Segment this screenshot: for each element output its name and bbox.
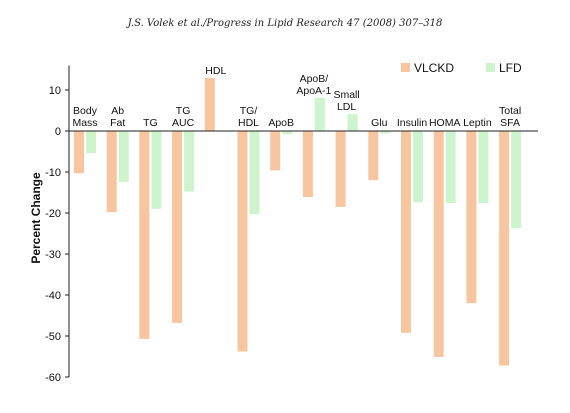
category-label: HDL xyxy=(205,65,226,77)
legend: VLCKD LFD xyxy=(401,61,522,75)
bar-vlckd xyxy=(74,131,84,174)
category-label: Glu xyxy=(371,117,388,129)
category-label-line: Insulin xyxy=(397,117,428,129)
bar-lfd xyxy=(347,114,358,131)
bar-vlckd xyxy=(335,131,346,207)
bar-lfd xyxy=(184,131,195,192)
bar-lfd xyxy=(282,131,293,135)
category-label: ApoB/ApoA-1 xyxy=(296,73,331,97)
category-label-line: Ab xyxy=(111,105,124,117)
bar-lfd xyxy=(478,131,489,204)
category-label: Total SFA xyxy=(499,105,521,129)
bar-vlckd xyxy=(139,131,150,339)
bar-lfd xyxy=(380,131,391,134)
legend-label-vlckd: VLCKD xyxy=(414,61,454,75)
category-label-line: TG/ xyxy=(240,105,258,117)
bar-lfd xyxy=(151,131,162,209)
category-label: TG AUC xyxy=(172,105,195,129)
category-label-line: Glu xyxy=(371,117,388,129)
category-label: Leptin xyxy=(463,117,492,129)
y-tick-label: -10 xyxy=(45,167,61,179)
category-label-line: HDL xyxy=(205,65,226,77)
category-label-line: ApoA-1 xyxy=(296,85,331,97)
category-label-line: LDL xyxy=(337,101,356,113)
category-label: HOMA xyxy=(429,117,461,129)
category-label-line: SFA xyxy=(500,117,520,129)
journal-header: J.S. Volek et al./Progress in Lipid Rese… xyxy=(127,18,443,29)
category-label-line: Total xyxy=(499,105,521,117)
category-label: TG/HDL xyxy=(238,105,259,129)
bar-vlckd xyxy=(302,131,313,198)
y-tick-label: 0 xyxy=(55,126,61,138)
category-label-line: Leptin xyxy=(463,117,492,129)
bar-vlckd xyxy=(204,78,215,131)
legend-label-lfd: LFD xyxy=(499,61,522,75)
bar-vlckd xyxy=(172,131,183,323)
bar-lfd xyxy=(511,131,522,229)
category-label: Insulin xyxy=(397,117,428,129)
bar-lfd xyxy=(249,131,260,215)
bar-vlckd xyxy=(237,131,248,352)
legend-swatch-vlckd xyxy=(401,63,410,72)
y-tick-label: -30 xyxy=(45,249,61,261)
y-tick-label: -40 xyxy=(45,290,61,302)
bar-lfd xyxy=(413,131,423,203)
category-label-line: ApoB/ xyxy=(300,73,329,85)
bar-vlckd xyxy=(433,131,444,357)
bar-vlckd xyxy=(270,131,281,171)
bar-vlckd xyxy=(466,131,477,304)
y-tick-label: -20 xyxy=(45,208,61,220)
y-tick-label: -50 xyxy=(45,331,61,343)
category-label: Ab Fat xyxy=(110,105,125,129)
category-label-line: Small xyxy=(333,89,359,101)
category-label-line: ApoB xyxy=(268,117,294,129)
bar-lfd xyxy=(445,131,456,204)
category-label: Small LDL xyxy=(333,89,359,113)
y-tick-label: 10 xyxy=(49,85,61,97)
category-label-line: TG xyxy=(176,105,191,117)
category-label-line: AUC xyxy=(172,117,195,129)
bar-vlckd xyxy=(368,131,379,181)
category-label-line: Body xyxy=(73,105,98,117)
bar-lfd xyxy=(314,97,325,131)
category-label-line: Fat xyxy=(110,117,125,129)
axes-layer: 10 0 -10 -20 -30 -40 -50 -60 Percent Change xyxy=(29,65,538,384)
y-axis-label: Percent Change xyxy=(29,172,43,264)
category-label: TG xyxy=(143,117,158,129)
bar-vlckd xyxy=(499,131,510,366)
category-label-line: HOMA xyxy=(429,117,461,129)
bar-vlckd xyxy=(401,131,411,333)
category-label-line: Mass xyxy=(72,117,97,129)
bar-lfd xyxy=(118,131,129,182)
bars-layer xyxy=(74,78,522,366)
category-label: ApoB xyxy=(268,117,294,129)
category-label-line: TG xyxy=(143,117,158,129)
legend-swatch-lfd xyxy=(486,63,495,72)
category-label-line: HDL xyxy=(238,117,259,129)
y-tick-label: -60 xyxy=(45,372,61,384)
bar-lfd xyxy=(86,131,96,154)
category-label: Body Mass xyxy=(72,105,97,129)
bar-vlckd xyxy=(106,131,117,213)
